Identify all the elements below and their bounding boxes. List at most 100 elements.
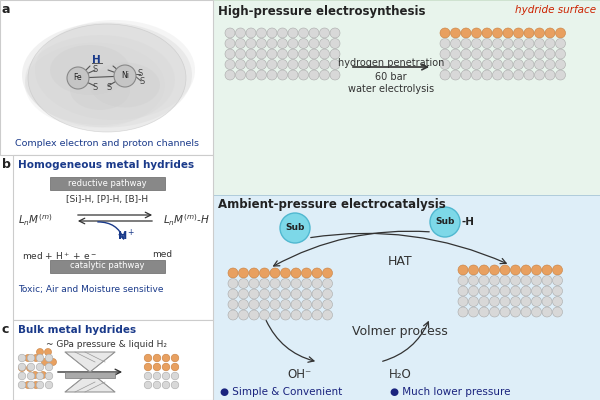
Circle shape bbox=[535, 70, 545, 80]
Circle shape bbox=[277, 60, 287, 70]
Circle shape bbox=[556, 38, 566, 48]
Circle shape bbox=[45, 354, 53, 362]
Circle shape bbox=[18, 354, 26, 362]
Circle shape bbox=[291, 268, 301, 278]
Circle shape bbox=[27, 354, 35, 362]
Circle shape bbox=[270, 289, 280, 299]
Circle shape bbox=[235, 28, 245, 38]
Ellipse shape bbox=[35, 20, 195, 120]
Circle shape bbox=[451, 49, 461, 59]
Circle shape bbox=[440, 28, 450, 38]
Circle shape bbox=[490, 286, 499, 296]
Circle shape bbox=[37, 348, 44, 356]
Circle shape bbox=[299, 60, 308, 70]
Circle shape bbox=[469, 307, 479, 317]
Circle shape bbox=[249, 310, 259, 320]
Circle shape bbox=[235, 49, 245, 59]
Circle shape bbox=[257, 28, 266, 38]
Circle shape bbox=[228, 289, 238, 299]
Text: a: a bbox=[2, 3, 11, 16]
Circle shape bbox=[532, 276, 542, 286]
Circle shape bbox=[144, 363, 152, 371]
Circle shape bbox=[482, 60, 492, 70]
Circle shape bbox=[479, 276, 489, 286]
Circle shape bbox=[45, 381, 53, 389]
Circle shape bbox=[281, 278, 290, 288]
Text: ● Much lower pressure: ● Much lower pressure bbox=[390, 387, 511, 397]
Circle shape bbox=[18, 372, 26, 380]
Ellipse shape bbox=[50, 45, 130, 95]
Circle shape bbox=[524, 28, 534, 38]
Circle shape bbox=[162, 354, 170, 362]
Circle shape bbox=[553, 276, 563, 286]
Circle shape bbox=[461, 49, 471, 59]
Circle shape bbox=[309, 70, 319, 80]
Circle shape bbox=[440, 70, 450, 80]
Text: [Si]-H, [P]-H, [B]-H: [Si]-H, [P]-H, [B]-H bbox=[66, 195, 148, 204]
Circle shape bbox=[469, 296, 479, 306]
Circle shape bbox=[257, 60, 266, 70]
Circle shape bbox=[330, 28, 340, 38]
Circle shape bbox=[27, 363, 35, 371]
Circle shape bbox=[532, 296, 542, 306]
Circle shape bbox=[228, 300, 238, 310]
Circle shape bbox=[288, 28, 298, 38]
Circle shape bbox=[553, 286, 563, 296]
Circle shape bbox=[270, 310, 280, 320]
Circle shape bbox=[320, 28, 329, 38]
Circle shape bbox=[503, 70, 513, 80]
Circle shape bbox=[553, 307, 563, 317]
Text: hydride surface: hydride surface bbox=[515, 5, 596, 15]
Circle shape bbox=[514, 70, 523, 80]
Circle shape bbox=[291, 300, 301, 310]
Circle shape bbox=[514, 49, 523, 59]
Circle shape bbox=[281, 289, 290, 299]
Circle shape bbox=[323, 289, 332, 299]
Circle shape bbox=[556, 49, 566, 59]
FancyBboxPatch shape bbox=[65, 372, 115, 378]
FancyBboxPatch shape bbox=[213, 195, 600, 400]
Circle shape bbox=[500, 276, 510, 286]
Text: b: b bbox=[2, 158, 11, 171]
Circle shape bbox=[330, 38, 340, 48]
Circle shape bbox=[312, 300, 322, 310]
Circle shape bbox=[309, 38, 319, 48]
Circle shape bbox=[490, 265, 499, 275]
Circle shape bbox=[524, 70, 534, 80]
Circle shape bbox=[524, 38, 534, 48]
Circle shape bbox=[277, 38, 287, 48]
Circle shape bbox=[162, 381, 170, 389]
Circle shape bbox=[239, 268, 248, 278]
Circle shape bbox=[440, 60, 450, 70]
Circle shape bbox=[521, 307, 531, 317]
Circle shape bbox=[511, 296, 521, 306]
Circle shape bbox=[302, 289, 311, 299]
Circle shape bbox=[482, 28, 492, 38]
Circle shape bbox=[291, 289, 301, 299]
Text: Bulk metal hydrides: Bulk metal hydrides bbox=[18, 325, 136, 335]
Circle shape bbox=[532, 307, 542, 317]
Circle shape bbox=[36, 372, 44, 380]
Text: $L_nM^{(m)}$: $L_nM^{(m)}$ bbox=[18, 212, 53, 228]
Circle shape bbox=[239, 310, 248, 320]
Circle shape bbox=[144, 372, 152, 380]
Circle shape bbox=[249, 289, 259, 299]
Text: -H: -H bbox=[462, 217, 475, 227]
Circle shape bbox=[330, 49, 340, 59]
Circle shape bbox=[246, 70, 256, 80]
Text: H₂O: H₂O bbox=[389, 368, 412, 381]
Circle shape bbox=[44, 348, 52, 356]
Circle shape bbox=[228, 268, 238, 278]
Circle shape bbox=[490, 307, 499, 317]
Circle shape bbox=[225, 28, 235, 38]
Circle shape bbox=[25, 382, 32, 388]
Circle shape bbox=[545, 70, 555, 80]
Text: H: H bbox=[92, 55, 100, 65]
Circle shape bbox=[472, 49, 482, 59]
Circle shape bbox=[299, 49, 308, 59]
Circle shape bbox=[524, 60, 534, 70]
Ellipse shape bbox=[28, 24, 186, 132]
Text: Sub: Sub bbox=[436, 218, 455, 226]
Circle shape bbox=[225, 70, 235, 80]
Circle shape bbox=[309, 28, 319, 38]
